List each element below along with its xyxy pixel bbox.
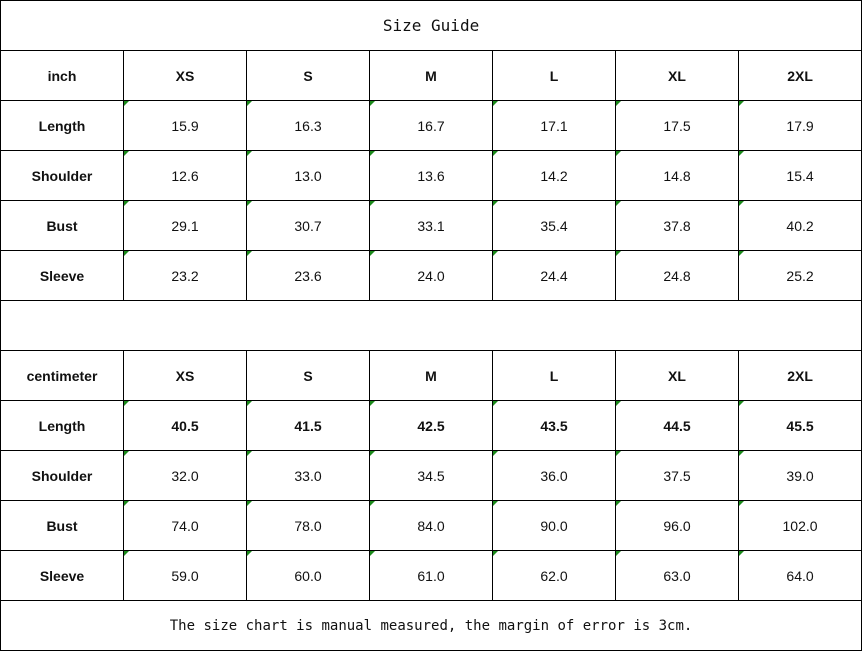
inch-header-row: inch XS S M L XL 2XL (0, 50, 862, 101)
measurement-value: 39.0 (737, 450, 862, 501)
size-header: S (246, 50, 370, 101)
inch-row-bust: Bust 29.1 30.7 33.1 35.4 37.8 40.2 (0, 200, 862, 251)
measurement-value: 63.0 (615, 550, 739, 601)
measurement-value: 90.0 (492, 500, 616, 551)
measurement-label: Bust (0, 500, 124, 551)
measurement-label: Length (0, 100, 124, 151)
measurement-value: 37.8 (615, 200, 739, 251)
measurement-value: 74.0 (123, 500, 247, 551)
measurement-value: 13.0 (246, 150, 370, 201)
measurement-value: 62.0 (492, 550, 616, 601)
measurement-value: 35.4 (492, 200, 616, 251)
measurement-value: 13.6 (369, 150, 493, 201)
note-row: The size chart is manual measured, the m… (0, 600, 862, 651)
measurement-value: 12.6 (123, 150, 247, 201)
measurement-value: 17.5 (615, 100, 739, 151)
size-header: XS (123, 50, 247, 101)
measurement-value: 17.9 (737, 100, 862, 151)
measurement-value: 59.0 (123, 550, 247, 601)
measurement-value: 37.5 (615, 450, 739, 501)
size-header: XL (615, 350, 739, 401)
measurement-value: 33.1 (369, 200, 493, 251)
measurement-value: 45.5 (737, 400, 862, 451)
cm-row-sleeve: Sleeve 59.0 60.0 61.0 62.0 63.0 64.0 (0, 550, 862, 601)
measurement-value: 78.0 (246, 500, 370, 551)
measurement-label: Sleeve (0, 550, 124, 601)
cm-row-length: Length 40.5 41.5 42.5 43.5 44.5 45.5 (0, 400, 862, 451)
size-header: 2XL (737, 350, 862, 401)
measurement-value: 40.2 (737, 200, 862, 251)
measurement-value: 23.6 (246, 250, 370, 301)
table-title: Size Guide (0, 0, 862, 51)
measurement-value: 44.5 (615, 400, 739, 451)
measurement-value: 29.1 (123, 200, 247, 251)
measurement-value: 16.7 (369, 100, 493, 151)
measurement-value: 15.4 (737, 150, 862, 201)
size-header: XL (615, 50, 739, 101)
measurement-value: 84.0 (369, 500, 493, 551)
measurement-value: 25.2 (737, 250, 862, 301)
spacer-cell (0, 300, 862, 351)
measurement-value: 61.0 (369, 550, 493, 601)
measurement-label: Sleeve (0, 250, 124, 301)
inch-row-sleeve: Sleeve 23.2 23.6 24.0 24.4 24.8 25.2 (0, 250, 862, 301)
measurement-value: 40.5 (123, 400, 247, 451)
measurement-value: 36.0 (492, 450, 616, 501)
measurement-value: 34.5 (369, 450, 493, 501)
cm-header-row: centimeter XS S M L XL 2XL (0, 350, 862, 401)
size-header: XS (123, 350, 247, 401)
size-header: L (492, 350, 616, 401)
measurement-value: 41.5 (246, 400, 370, 451)
measurement-value: 17.1 (492, 100, 616, 151)
measurement-value: 60.0 (246, 550, 370, 601)
measurement-value: 23.2 (123, 250, 247, 301)
measurement-value: 42.5 (369, 400, 493, 451)
measurement-value: 43.5 (492, 400, 616, 451)
measurement-value: 64.0 (737, 550, 862, 601)
measurement-value: 102.0 (737, 500, 862, 551)
size-header: S (246, 350, 370, 401)
measurement-value: 30.7 (246, 200, 370, 251)
cm-row-bust: Bust 74.0 78.0 84.0 90.0 96.0 102.0 (0, 500, 862, 551)
size-header: M (369, 50, 493, 101)
inch-row-shoulder: Shoulder 12.6 13.0 13.6 14.2 14.8 15.4 (0, 150, 862, 201)
measurement-value: 24.0 (369, 250, 493, 301)
unit-label: inch (0, 50, 124, 101)
cm-row-shoulder: Shoulder 32.0 33.0 34.5 36.0 37.5 39.0 (0, 450, 862, 501)
size-header: L (492, 50, 616, 101)
measurement-label: Shoulder (0, 150, 124, 201)
measurement-value: 96.0 (615, 500, 739, 551)
unit-label: centimeter (0, 350, 124, 401)
measurement-label: Length (0, 400, 124, 451)
measurement-value: 24.4 (492, 250, 616, 301)
measurement-label: Shoulder (0, 450, 124, 501)
measurement-value: 14.8 (615, 150, 739, 201)
size-header: M (369, 350, 493, 401)
measurement-value: 15.9 (123, 100, 247, 151)
measurement-label: Bust (0, 200, 124, 251)
note-text: The size chart is manual measured, the m… (0, 600, 862, 651)
measurement-value: 33.0 (246, 450, 370, 501)
inch-row-length: Length 15.9 16.3 16.7 17.1 17.5 17.9 (0, 100, 862, 151)
spacer-row (0, 300, 862, 351)
measurement-value: 16.3 (246, 100, 370, 151)
title-row: Size Guide (0, 0, 862, 51)
measurement-value: 32.0 (123, 450, 247, 501)
measurement-value: 24.8 (615, 250, 739, 301)
size-header: 2XL (737, 50, 862, 101)
measurement-value: 14.2 (492, 150, 616, 201)
